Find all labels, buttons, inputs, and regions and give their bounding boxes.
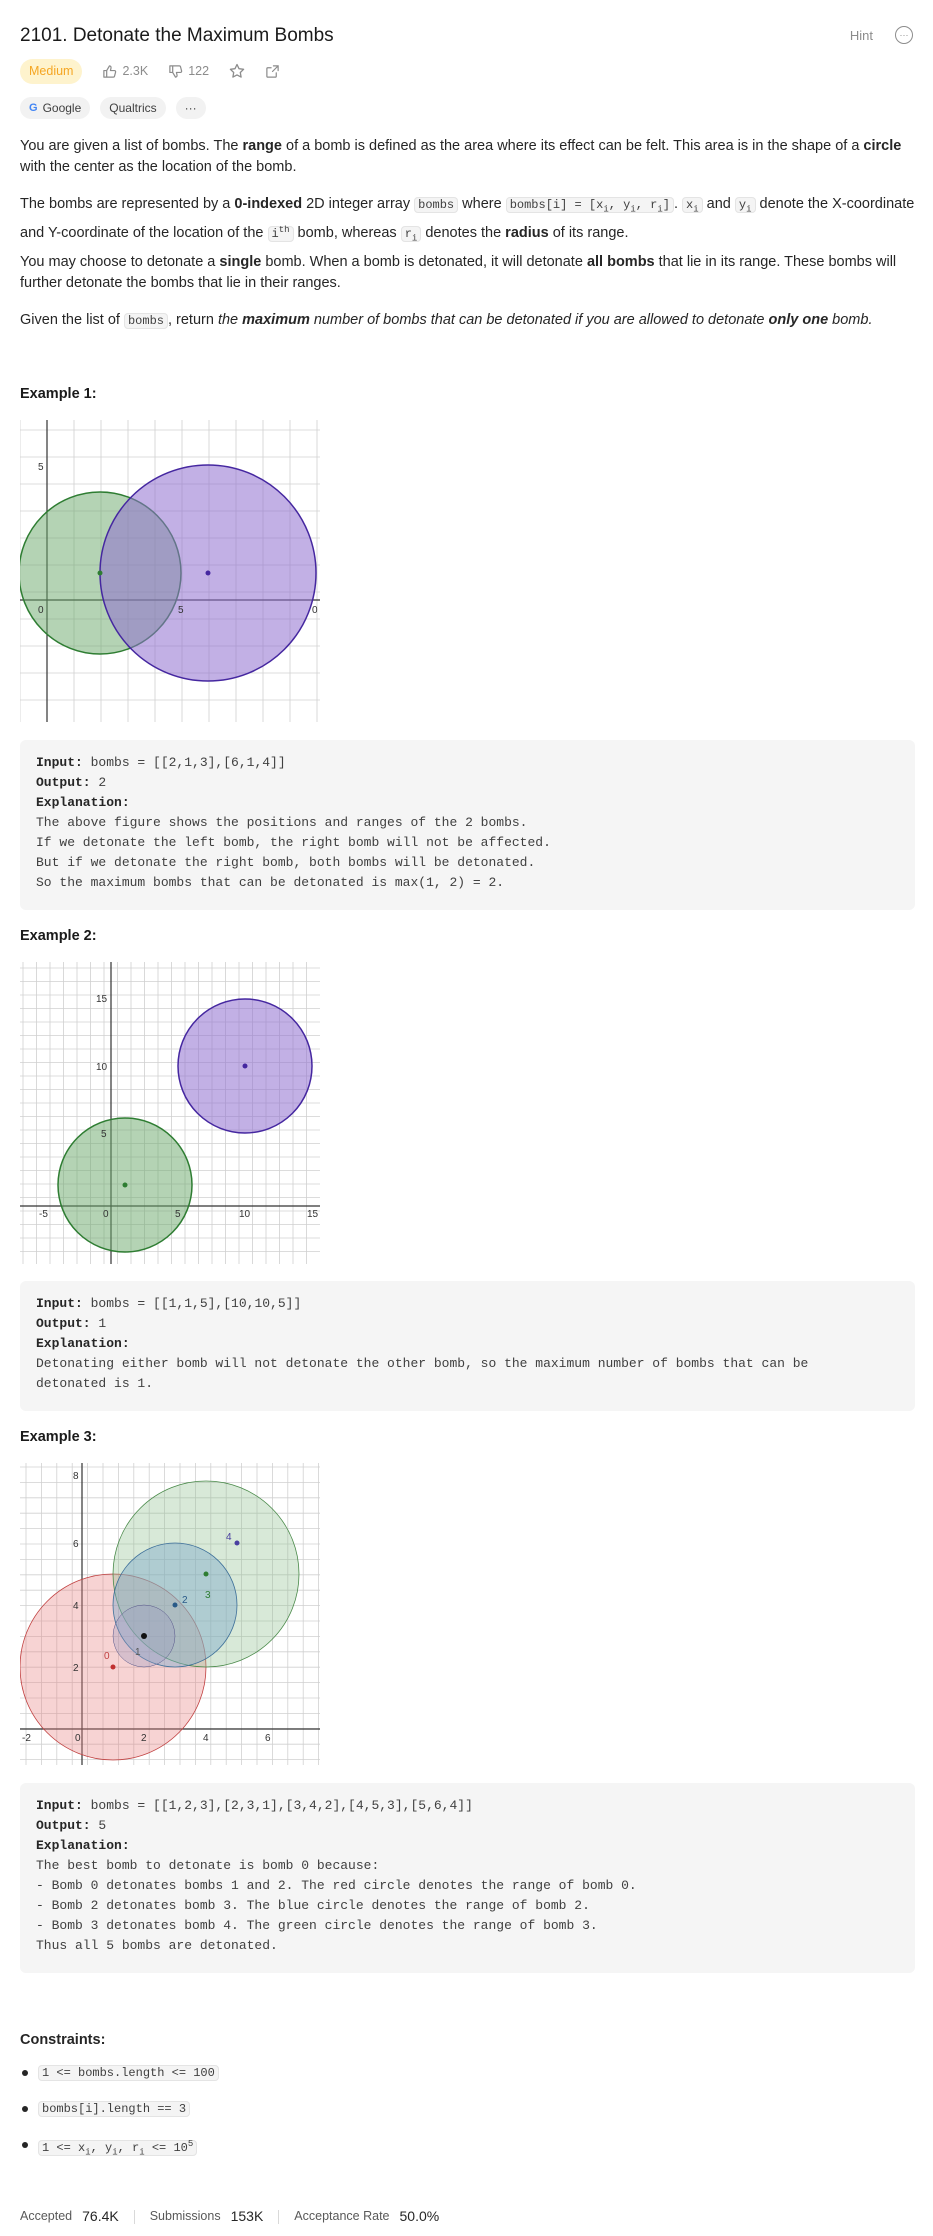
more-tags-button[interactable]: ··· (175, 97, 206, 119)
thumbs-down-icon (169, 64, 183, 78)
description-paragraph-2: The bombs are represented by a 0-indexed… (20, 196, 915, 244)
problem-title[interactable]: 2101. Detonate the Maximum Bombs (20, 24, 334, 46)
constraint-item: bombs[i].length == 3 (20, 2098, 219, 2134)
tick-label: 5 (101, 1129, 107, 1140)
tick-label: -5 (39, 1209, 48, 1220)
tag-label: Google (42, 100, 82, 115)
google-logo-icon: G (29, 101, 38, 114)
tick-label: 15 (307, 1209, 319, 1220)
tag-google[interactable]: G Google (20, 97, 91, 119)
example-2-io: Input: bombs = [[1,1,5],[10,10,5]] Outpu… (20, 1281, 915, 1411)
constraints-list: 1 <= bombs.length <= 100 bombs[i].length… (20, 2062, 219, 2170)
tick-label: 0 (75, 1733, 81, 1744)
acceptance-rate-label: Acceptance Rate (294, 2209, 390, 2223)
difficulty-badge: Medium (20, 58, 83, 84)
share-icon (266, 64, 279, 78)
constraint-item: 1 <= bombs.length <= 100 (20, 2062, 219, 2098)
tick-label: 5 (175, 1209, 181, 1220)
tag-label: Qualtrics (109, 100, 157, 115)
description-paragraph-4: Given the list of bombs, return the maxi… (20, 312, 873, 329)
dislike-button[interactable]: 122 (168, 61, 209, 82)
divider (278, 2209, 280, 2224)
bomb-2-center (172, 1602, 178, 1608)
bomb-1-center (242, 1063, 248, 1069)
example-2-graph: 15 10 5 -5 0 5 10 15 (20, 962, 320, 1264)
favorite-button[interactable] (229, 63, 245, 79)
tick-label: 2 (141, 1733, 147, 1744)
hint-button[interactable]: Hint (849, 27, 873, 43)
tick-label: -2 (22, 1733, 31, 1744)
bomb-0-center (97, 570, 103, 576)
tick-label: 10 (239, 1209, 251, 1220)
tick-label: 5 (178, 605, 184, 616)
constraint-item: 1 <= xi, yi, ri <= 105 (20, 2134, 219, 2170)
submissions-value: 153K (230, 2208, 264, 2224)
star-icon (229, 63, 245, 78)
bomb-label: 0 (104, 1651, 110, 1662)
share-button[interactable] (265, 64, 280, 79)
example-2-figure: 15 10 5 -5 0 5 10 15 (20, 962, 320, 1264)
like-button[interactable]: 2.3K (102, 61, 148, 82)
bomb-1-center (205, 570, 211, 576)
dislike-count: 122 (188, 63, 210, 78)
tick-label: 4 (203, 1733, 209, 1744)
title-actions: Hint ··· (850, 25, 913, 46)
submission-stats: Accepted 76.4K Submissions 153K Acceptan… (20, 2206, 439, 2227)
tick-label: 15 (96, 994, 108, 1005)
tick-label: 2 (73, 1663, 79, 1674)
title-row: 2101. Detonate the Maximum Bombs Hint ··… (20, 20, 913, 50)
bomb-label: 1 (135, 1647, 141, 1658)
example-3-graph: 8 6 4 2 -2 0 2 4 6 0 1 2 3 4 (20, 1463, 320, 1765)
like-count: 2.3K (122, 63, 149, 78)
company-tags: G Google Qualtrics ··· (20, 96, 206, 120)
bomb-0-center (110, 1664, 116, 1670)
tick-label: 0 (38, 605, 44, 616)
example-3-figure: 8 6 4 2 -2 0 2 4 6 0 1 2 3 4 (20, 1463, 320, 1765)
meta-row: Medium 2.3K 122 (20, 58, 280, 84)
tick-label: 6 (265, 1733, 271, 1744)
constraints-title: Constraints: (20, 2032, 106, 2048)
accepted-value: 76.4K (82, 2208, 119, 2224)
tick-label: 10 (96, 1062, 108, 1073)
thumbs-up-icon (103, 64, 117, 78)
tick-label: 0 (312, 605, 318, 616)
tick-label: 6 (73, 1539, 79, 1550)
bomb-label: 4 (226, 1532, 232, 1543)
submissions-label: Submissions (149, 2209, 221, 2223)
bomb-3-center (203, 1571, 209, 1577)
tick-label: 5 (38, 462, 44, 473)
example-3-title: Example 3: (20, 1429, 97, 1445)
description-paragraph-3: You may choose to detonate a single bomb… (20, 254, 897, 291)
tick-label: 4 (73, 1601, 79, 1612)
example-1-graph: 5 0 5 0 (20, 420, 320, 722)
bomb-label: 2 (182, 1595, 188, 1606)
tag-qualtrics[interactable]: Qualtrics (100, 97, 166, 119)
example-3-io: Input: bombs = [[1,2,3],[2,3,1],[3,4,2],… (20, 1783, 915, 1973)
tick-label: 0 (103, 1209, 109, 1220)
divider (133, 2209, 135, 2224)
acceptance-rate-value: 50.0% (399, 2208, 440, 2224)
example-1-figure: 5 0 5 0 (20, 420, 320, 722)
example-1-io: Input: bombs = [[2,1,3],[6,1,4]] Output:… (20, 740, 915, 910)
tick-label: 8 (73, 1471, 79, 1482)
bomb-4-center (234, 1540, 240, 1546)
description-paragraph-1: You are given a list of bombs. The range… (20, 138, 902, 175)
bomb-label: 3 (205, 1590, 211, 1601)
more-options-icon[interactable]: ··· (895, 26, 913, 44)
accepted-label: Accepted (20, 2209, 73, 2223)
example-1-title: Example 1: (20, 386, 97, 402)
bomb-0-center (122, 1182, 128, 1188)
example-2-title: Example 2: (20, 928, 97, 944)
bomb-1-center (141, 1633, 147, 1639)
